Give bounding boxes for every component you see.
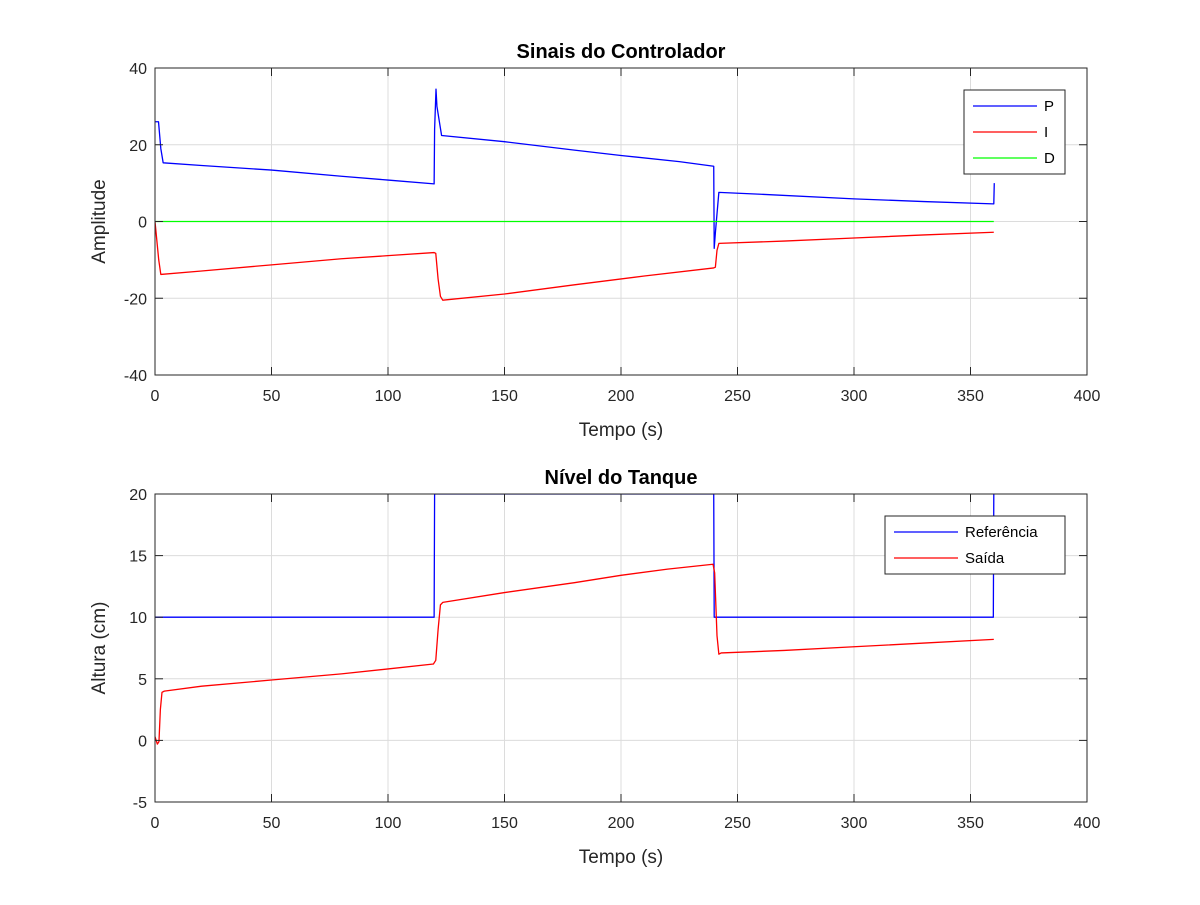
x-tick-label: 250 bbox=[724, 388, 751, 405]
x-axis-label: Tempo (s) bbox=[579, 420, 663, 441]
chart-title: Sinais do Controlador bbox=[517, 41, 726, 63]
legend-label: Saída bbox=[965, 550, 1005, 567]
subplot-2: 0 50 100 150 200 250 300 350 400-505101520Nível … bbox=[89, 467, 1100, 868]
chart-title: Nível do Tanque bbox=[545, 467, 698, 489]
x-tick-label: 150 bbox=[491, 388, 518, 405]
y-tick-label: -20 bbox=[124, 291, 147, 308]
x-tick-label: 100 bbox=[375, 815, 402, 832]
y-tick-label: -5 bbox=[133, 795, 147, 812]
y-axis-label: Amplitude bbox=[89, 179, 110, 264]
legend: PID bbox=[963, 89, 1066, 175]
y-tick-label: 40 bbox=[129, 61, 147, 78]
x-tick-label: 0 bbox=[151, 388, 160, 405]
series-group bbox=[155, 494, 995, 745]
x-tick-label: 50 bbox=[263, 815, 281, 832]
x-tick-label: 0 bbox=[151, 815, 160, 832]
x-tick-label: 200 bbox=[608, 815, 635, 832]
legend-box bbox=[884, 515, 1066, 575]
y-axis-label: Altura (cm) bbox=[89, 602, 110, 695]
x-tick-label: 350 bbox=[957, 815, 984, 832]
legend-label: P bbox=[1044, 98, 1054, 115]
legend-label: Referência bbox=[965, 524, 1038, 541]
y-tick-label: 10 bbox=[129, 610, 147, 627]
x-tick-label: 50 bbox=[263, 388, 281, 405]
x-tick-label: 350 bbox=[957, 388, 984, 405]
series-group bbox=[155, 88, 995, 301]
x-tick-label: 400 bbox=[1074, 388, 1101, 405]
series-line-p bbox=[155, 88, 995, 250]
x-tick-label: 150 bbox=[491, 815, 518, 832]
legend: Referência Saída bbox=[884, 515, 1066, 575]
series-line-refer-ncia bbox=[155, 494, 995, 618]
y-tick-label: 0 bbox=[138, 733, 147, 750]
series-line-sa-da bbox=[155, 563, 994, 745]
y-tick-label: 20 bbox=[129, 138, 147, 155]
x-tick-label: 300 bbox=[841, 815, 868, 832]
x-axis-label: Tempo (s) bbox=[579, 847, 663, 868]
y-tick-label: 0 bbox=[138, 215, 147, 232]
series-line-i bbox=[155, 221, 994, 301]
legend-label: D bbox=[1044, 150, 1055, 167]
x-tick-label: 250 bbox=[724, 815, 751, 832]
y-tick-label: 15 bbox=[129, 549, 147, 566]
y-tick-label: -40 bbox=[124, 368, 147, 385]
x-tick-label: 400 bbox=[1074, 815, 1101, 832]
y-tick-label: 5 bbox=[138, 672, 147, 689]
y-tick-label: 20 bbox=[129, 487, 147, 504]
x-tick-label: 300 bbox=[841, 388, 868, 405]
x-tick-label: 200 bbox=[608, 388, 635, 405]
x-tick-label: 100 bbox=[375, 388, 402, 405]
subplot-1: 0 50 100 150 200 250 300 350 400 -40 -20 0 20 40 Sinai… bbox=[89, 41, 1100, 441]
legend-label: I bbox=[1044, 124, 1048, 141]
